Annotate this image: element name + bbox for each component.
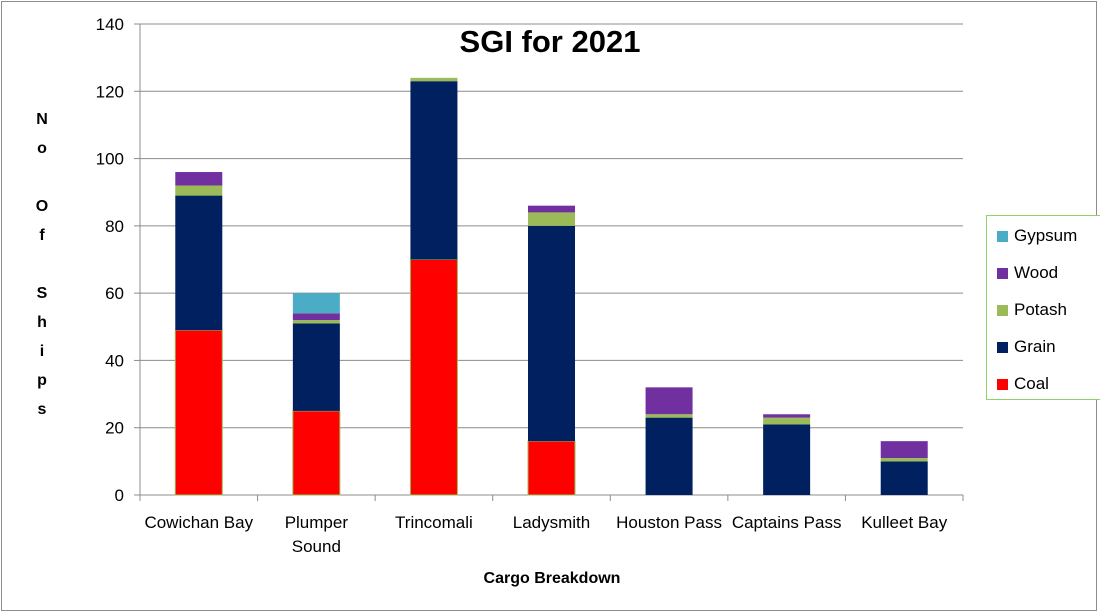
bar-potash-plumper-sound <box>292 320 340 324</box>
x-tick-label: Houston Pass <box>616 513 722 532</box>
chart-title: SGI for 2021 <box>460 24 641 59</box>
bar-potash-kulleet-bay <box>880 457 928 462</box>
legend-item-coal: Coal <box>997 374 1049 394</box>
y-tick-label: 140 <box>96 15 124 34</box>
bar-coal-plumper-sound <box>292 410 341 496</box>
y-tick-label: 40 <box>105 351 124 370</box>
legend-swatch <box>997 230 1008 242</box>
y-tick-label: 20 <box>105 419 124 438</box>
bar-potash-cowichan-bay <box>175 185 223 196</box>
legend-item-grain: Grain <box>997 337 1056 357</box>
y-axis-title-char: p <box>37 372 47 389</box>
bar-coal-cowichan-bay <box>174 329 223 496</box>
x-tick-label: Cowichan Bay <box>144 513 253 532</box>
legend-swatch <box>997 341 1008 353</box>
chart-legend: Gypsum Wood Potash Grain Coal <box>986 215 1100 400</box>
y-axis-title-char: o <box>37 140 47 157</box>
y-axis-title-char: S <box>37 285 48 302</box>
bar-wood-captains-pass <box>763 414 811 418</box>
x-tick-label: Plumper <box>285 513 349 532</box>
y-tick-label: 120 <box>96 82 124 101</box>
y-axis-title-char: s <box>38 401 47 418</box>
legend-swatch <box>997 378 1008 390</box>
bar-coal-trincomali <box>409 259 458 496</box>
x-axis-title: Cargo Breakdown <box>484 570 621 587</box>
legend-swatch <box>997 267 1008 279</box>
bar-potash-captains-pass <box>763 417 811 425</box>
y-axis-title-char: i <box>40 343 44 360</box>
bar-grain-trincomali <box>410 81 458 260</box>
legend-label: Wood <box>1014 263 1059 282</box>
legend-label: Coal <box>1014 374 1049 393</box>
bar-potash-houston-pass <box>645 414 693 418</box>
y-axis-title-char: O <box>36 198 48 215</box>
legend-label: Potash <box>1014 300 1067 319</box>
legend-item-wood: Wood <box>997 263 1058 283</box>
bar-potash-trincomali <box>410 77 458 82</box>
bar-grain-cowichan-bay <box>175 195 223 331</box>
x-tick-label: Trincomali <box>395 513 473 532</box>
x-tick-label: Sound <box>292 537 341 556</box>
y-tick-label: 0 <box>115 486 124 505</box>
bar-wood-houston-pass <box>645 387 693 415</box>
bar-grain-captains-pass <box>763 424 811 495</box>
bar-wood-plumper-sound <box>292 313 340 321</box>
bar-gypsum-plumper-sound <box>292 293 340 314</box>
bar-potash-ladysmith <box>528 212 575 226</box>
legend-label: Gypsum <box>1014 226 1078 245</box>
legend-swatch <box>997 304 1008 316</box>
y-axis-title-char: h <box>37 314 47 331</box>
bar-grain-plumper-sound <box>292 323 340 411</box>
bar-wood-kulleet-bay <box>880 441 928 458</box>
y-tick-label: 80 <box>105 217 124 236</box>
legend-label: Grain <box>1014 337 1056 356</box>
y-axis-title-char: N <box>36 111 48 128</box>
y-axis-title-char: f <box>39 227 45 244</box>
bar-grain-kulleet-bay <box>880 461 928 495</box>
bar-wood-ladysmith <box>528 205 575 213</box>
bar-grain-houston-pass <box>645 417 693 495</box>
legend-item-potash: Potash <box>997 300 1067 320</box>
x-tick-label: Ladysmith <box>513 513 590 532</box>
bar-wood-cowichan-bay <box>175 172 223 186</box>
bar-grain-ladysmith <box>528 225 575 442</box>
y-tick-label: 60 <box>105 284 124 303</box>
x-tick-label: Kulleet Bay <box>861 513 947 532</box>
y-tick-label: 100 <box>96 150 124 169</box>
bar-coal-ladysmith <box>527 440 576 496</box>
x-tick-label: Captains Pass <box>732 513 842 532</box>
legend-item-gypsum: Gypsum <box>997 226 1077 246</box>
